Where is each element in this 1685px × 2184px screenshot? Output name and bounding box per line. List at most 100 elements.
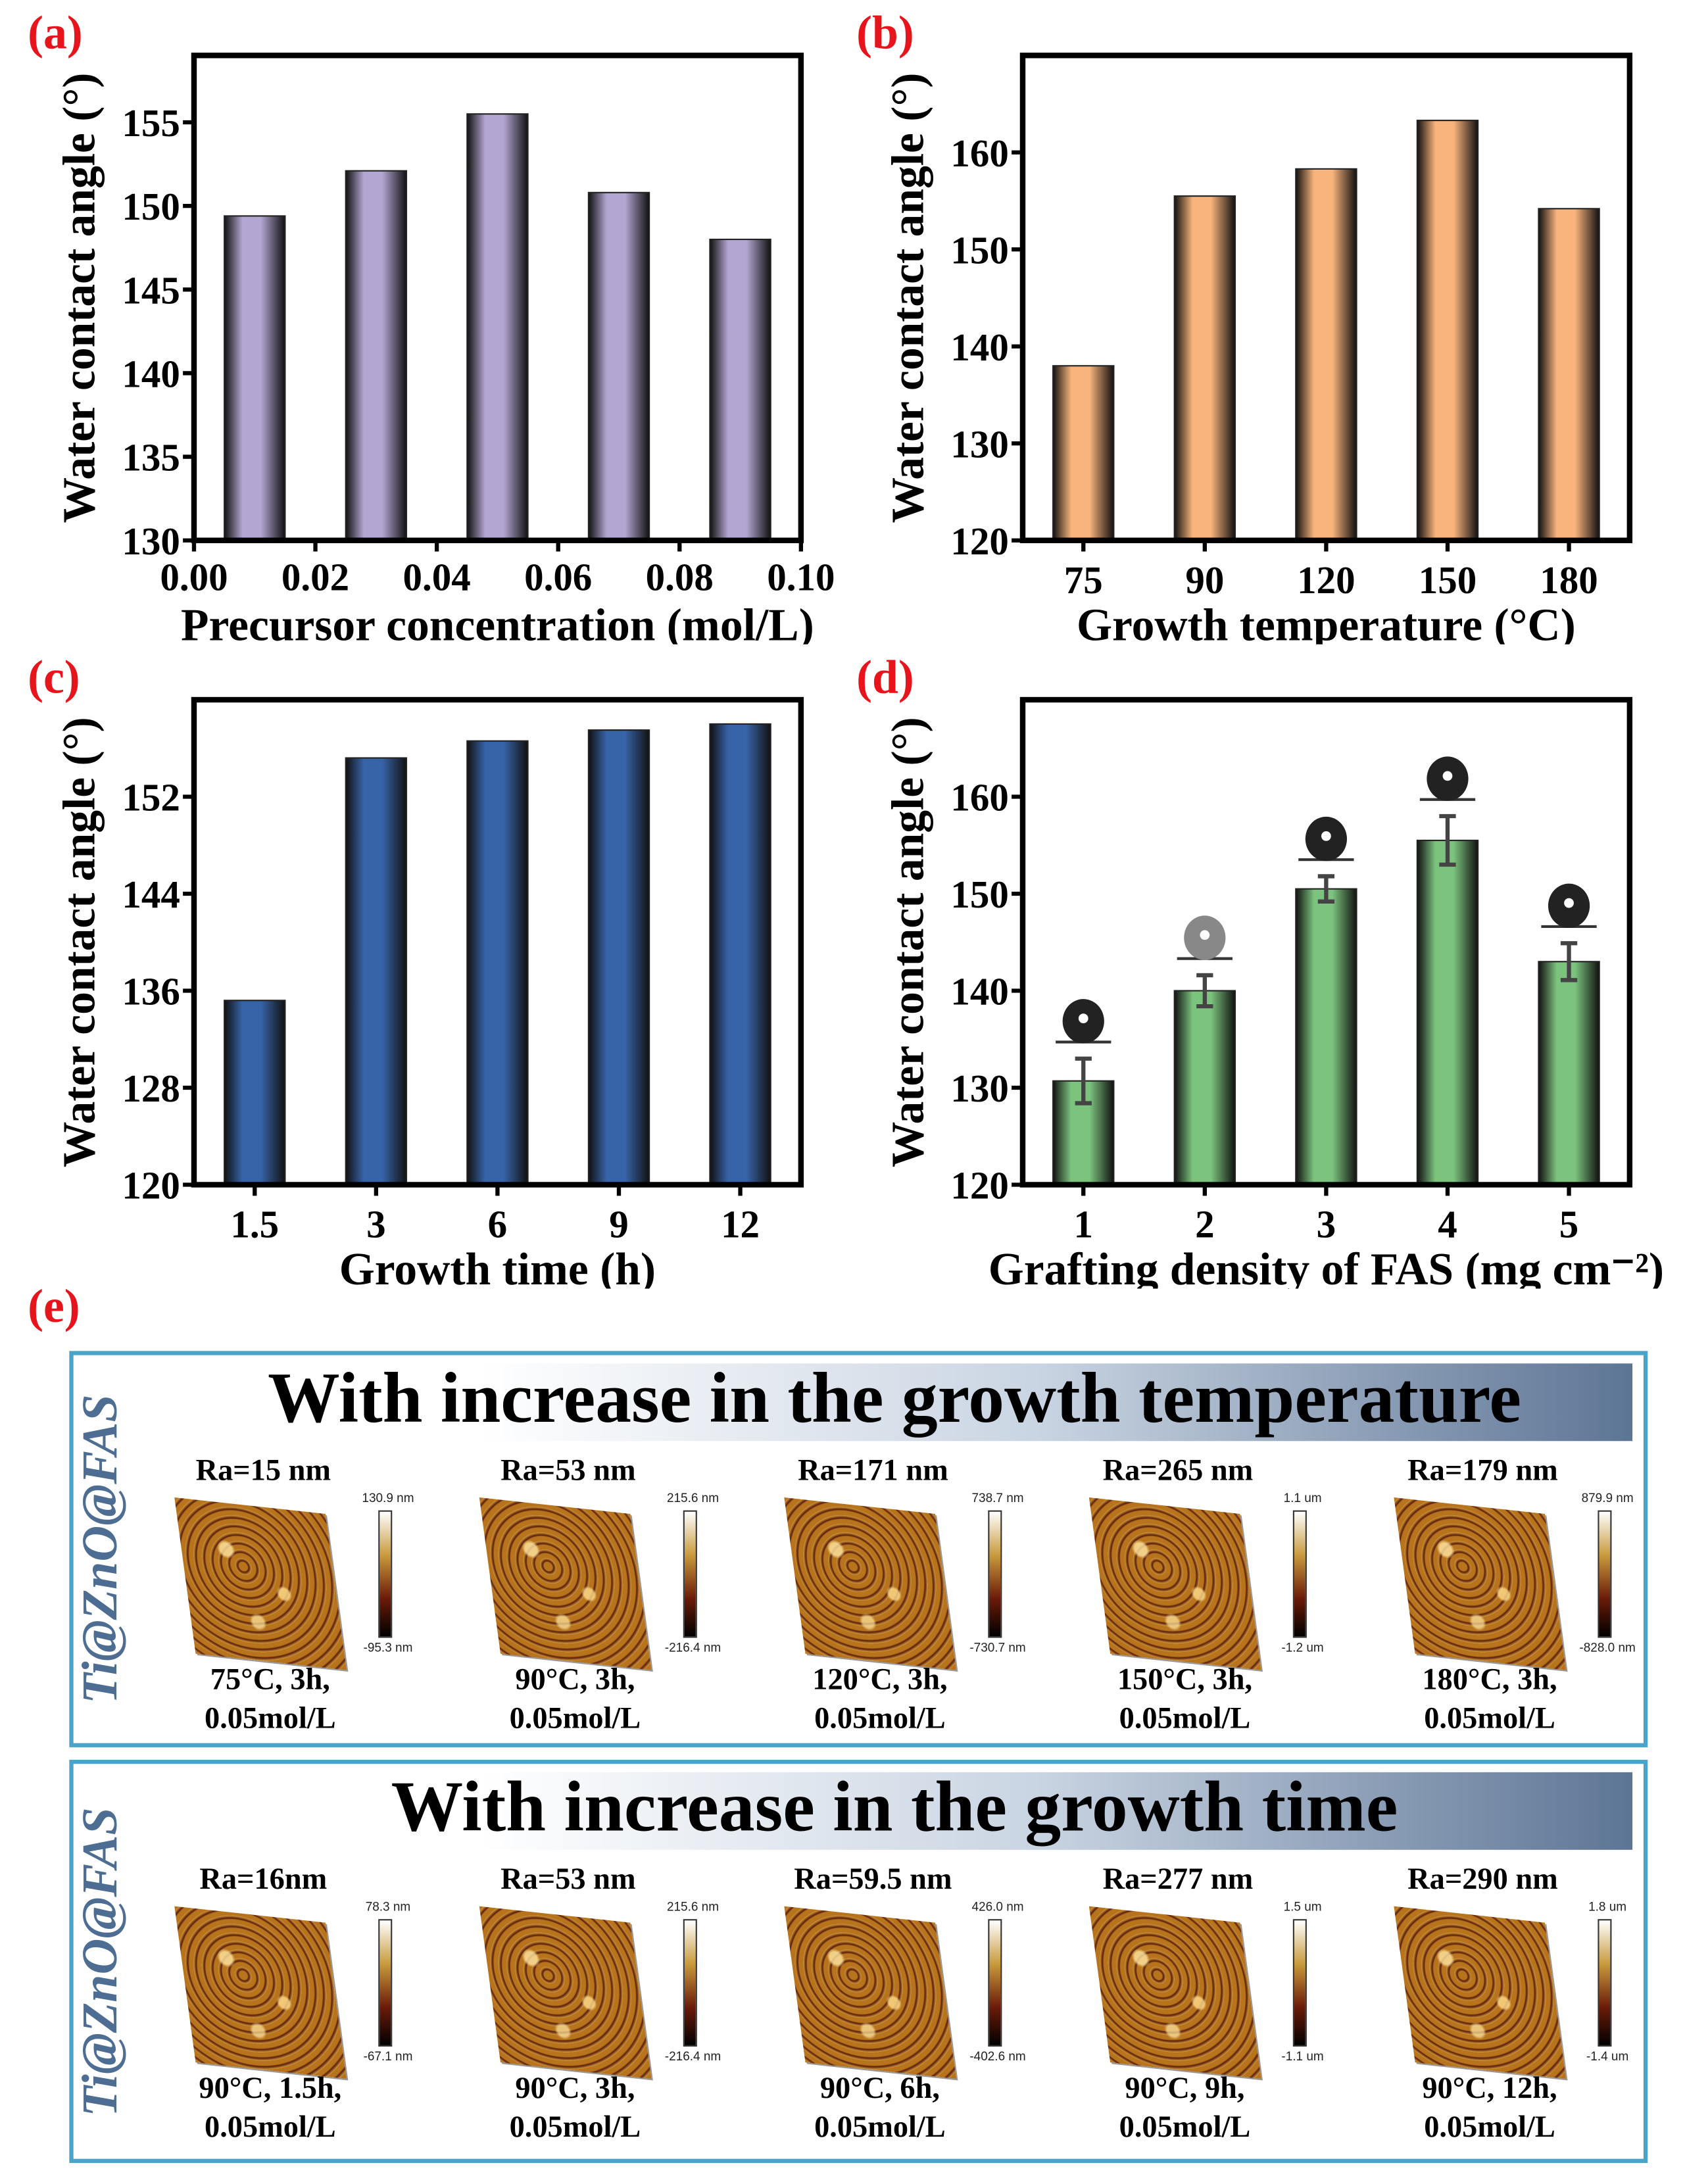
droplet-highlight — [1442, 771, 1453, 781]
panel-label-a: (a) — [28, 8, 83, 60]
y-axis-title: Water contact angle (°) — [883, 717, 933, 1167]
height-colorbar — [1292, 1510, 1307, 1638]
condition-line-2: 0.05mol/L — [205, 1700, 336, 1735]
colorbar-max: 215.6 nm — [666, 1491, 720, 1505]
colorbar-max: 78.3 nm — [365, 1899, 411, 1914]
x-axis-title: Growth time (h) — [339, 1244, 656, 1288]
bar — [587, 729, 650, 1186]
condition-line-1: 120°C, 3h, — [812, 1661, 948, 1696]
y-tick-label: 130 — [950, 422, 1008, 466]
y-tick-label: 136 — [122, 970, 180, 1013]
height-colorbar — [1598, 1510, 1612, 1638]
x-axis-title: Precursor concentration (mol/L) — [181, 600, 814, 644]
y-tick-label: 160 — [950, 776, 1008, 819]
afm-3d-image — [1394, 1497, 1567, 1670]
bar — [709, 238, 771, 541]
droplet-highlight — [1564, 898, 1574, 908]
afm-item: Ra=53 nm 215.6 nm -216.4 nm 90°C, 3h, 0.05mo… — [464, 1861, 755, 2152]
bar — [1173, 990, 1236, 1186]
colorbar-min: -67.1 nm — [363, 2049, 413, 2064]
y-tick-label: 130 — [122, 520, 180, 563]
sample-label-text: Ti@ZnO@FAS — [72, 1807, 128, 2116]
colorbar-min: -402.6 nm — [969, 2049, 1026, 2064]
condition-label: 90°C, 3h, 0.05mol/L — [464, 2069, 686, 2147]
bar — [1416, 120, 1479, 541]
colorbar-max: 130.9 nm — [362, 1491, 414, 1505]
afm-3d-image — [1394, 1906, 1567, 2079]
roughness-label: Ra=290 nm — [1407, 1860, 1558, 1896]
chart-d: (d) 120 130 140 150 160 1 2 3 4 5 Grafting density … — [829, 644, 1671, 1288]
y-axis-title: Water contact angle (°) — [54, 717, 105, 1167]
x-tick-label: 5 — [1559, 1203, 1579, 1246]
panel-label-d: (d) — [856, 652, 914, 704]
x-tick-label: 75 — [1064, 558, 1103, 602]
x-tick-label: 0.06 — [524, 556, 592, 599]
afm-item: Ra=53 nm 215.6 nm -216.4 nm 90°C, 3h, 0.05mo… — [464, 1452, 755, 1743]
bar — [1538, 961, 1600, 1186]
height-colorbar — [378, 1919, 393, 2047]
condition-line-2: 0.05mol/L — [814, 1700, 946, 1735]
y-tick-label: 160 — [950, 132, 1008, 175]
colorbar-max: 879.9 nm — [1581, 1491, 1634, 1505]
condition-line-1: 90°C, 3h, — [515, 1661, 635, 1696]
x-tick-label: 0.04 — [403, 556, 471, 599]
chart-b: (b) 120 130 140 150 160 75 90 120 150 180 Growth te… — [829, 0, 1671, 644]
roughness-label: Ra=277 nm — [1102, 1860, 1254, 1896]
condition-line-2: 0.05mol/L — [1424, 1700, 1555, 1735]
bar — [224, 215, 286, 541]
condition-line-1: 180°C, 3h, — [1422, 1661, 1557, 1696]
condition-label: 180°C, 3h, 0.05mol/L — [1379, 1660, 1600, 1737]
x-tick-label: 0.00 — [160, 556, 228, 599]
plot-frame — [191, 53, 804, 543]
condition-label: 120°C, 3h, 0.05mol/L — [769, 1660, 990, 1737]
bar — [1416, 839, 1479, 1186]
afm-3d-image — [1088, 1906, 1261, 2079]
condition-line-1: 90°C, 9h, — [1125, 2070, 1245, 2105]
x-tick-label: 1.5 — [230, 1203, 279, 1246]
bar — [1173, 195, 1236, 541]
height-colorbar — [988, 1510, 1002, 1638]
afm-item: Ra=171 nm 738.7 nm -730.7 nm 120°C, 3h, 0.05… — [769, 1452, 1060, 1743]
condition-label: 90°C, 6h, 0.05mol/L — [769, 2069, 990, 2147]
y-tick-label: 155 — [122, 101, 180, 145]
sample-label: Ti@ZnO@FAS — [65, 1355, 134, 1743]
chart-a: (a) 130 135 140 145 150 155 0.00 0.02 0.04 0.06 0.0… — [0, 0, 842, 644]
bar — [709, 723, 771, 1186]
y-tick-label: 150 — [122, 185, 180, 228]
x-tick-label: 4 — [1438, 1203, 1457, 1246]
row-title-banner: With increase in the growth time — [157, 1768, 1633, 1850]
colorbar-max: 738.7 nm — [971, 1491, 1024, 1505]
x-tick-label: 6 — [488, 1203, 508, 1246]
colorbar-max: 1.5 um — [1283, 1899, 1322, 1914]
height-colorbar — [1598, 1919, 1612, 2047]
roughness-label: Ra=53 nm — [501, 1452, 636, 1487]
row-title: With increase in the growth temperature — [268, 1359, 1522, 1439]
x-axis-title: Grafting density of FAS (mg cm⁻²) — [989, 1244, 1664, 1288]
bar — [1052, 365, 1115, 541]
afm-row-temperature: Ti@ZnO@FAS With increase in the growth te… — [69, 1351, 1648, 1747]
afm-3d-image — [784, 1906, 957, 2079]
x-tick-label: 0.08 — [646, 556, 714, 599]
colorbar-min: -1.4 um — [1586, 2049, 1629, 2064]
y-tick-label: 120 — [950, 1164, 1008, 1207]
x-axis-title: Growth temperature (°C) — [1077, 600, 1576, 644]
condition-line-1: 90°C, 6h, — [819, 2070, 940, 2105]
y-tick-label: 140 — [950, 326, 1008, 369]
x-tick-label: 12 — [721, 1203, 760, 1246]
bar — [1295, 888, 1357, 1186]
roughness-label: Ra=265 nm — [1102, 1452, 1254, 1487]
y-tick-label: 145 — [122, 268, 180, 312]
condition-label: 90°C, 12h, 0.05mol/L — [1379, 2069, 1600, 2147]
afm-item: Ra=15 nm 130.9 nm -95.3 nm 75°C, 3h, 0.05mol… — [159, 1452, 450, 1743]
y-tick-label: 140 — [950, 970, 1008, 1013]
roughness-label: Ra=59.5 nm — [794, 1860, 952, 1896]
x-tick-label: 3 — [1317, 1203, 1336, 1246]
afm-3d-image — [784, 1497, 957, 1670]
afm-3d-image — [174, 1906, 347, 2079]
y-tick-label: 130 — [950, 1067, 1008, 1110]
chart-svg: 120 128 136 144 152 1.5 3 6 9 12 Growth time (h) Wa… — [54, 696, 804, 1289]
bar — [345, 757, 408, 1186]
afm-3d-image — [479, 1497, 652, 1670]
